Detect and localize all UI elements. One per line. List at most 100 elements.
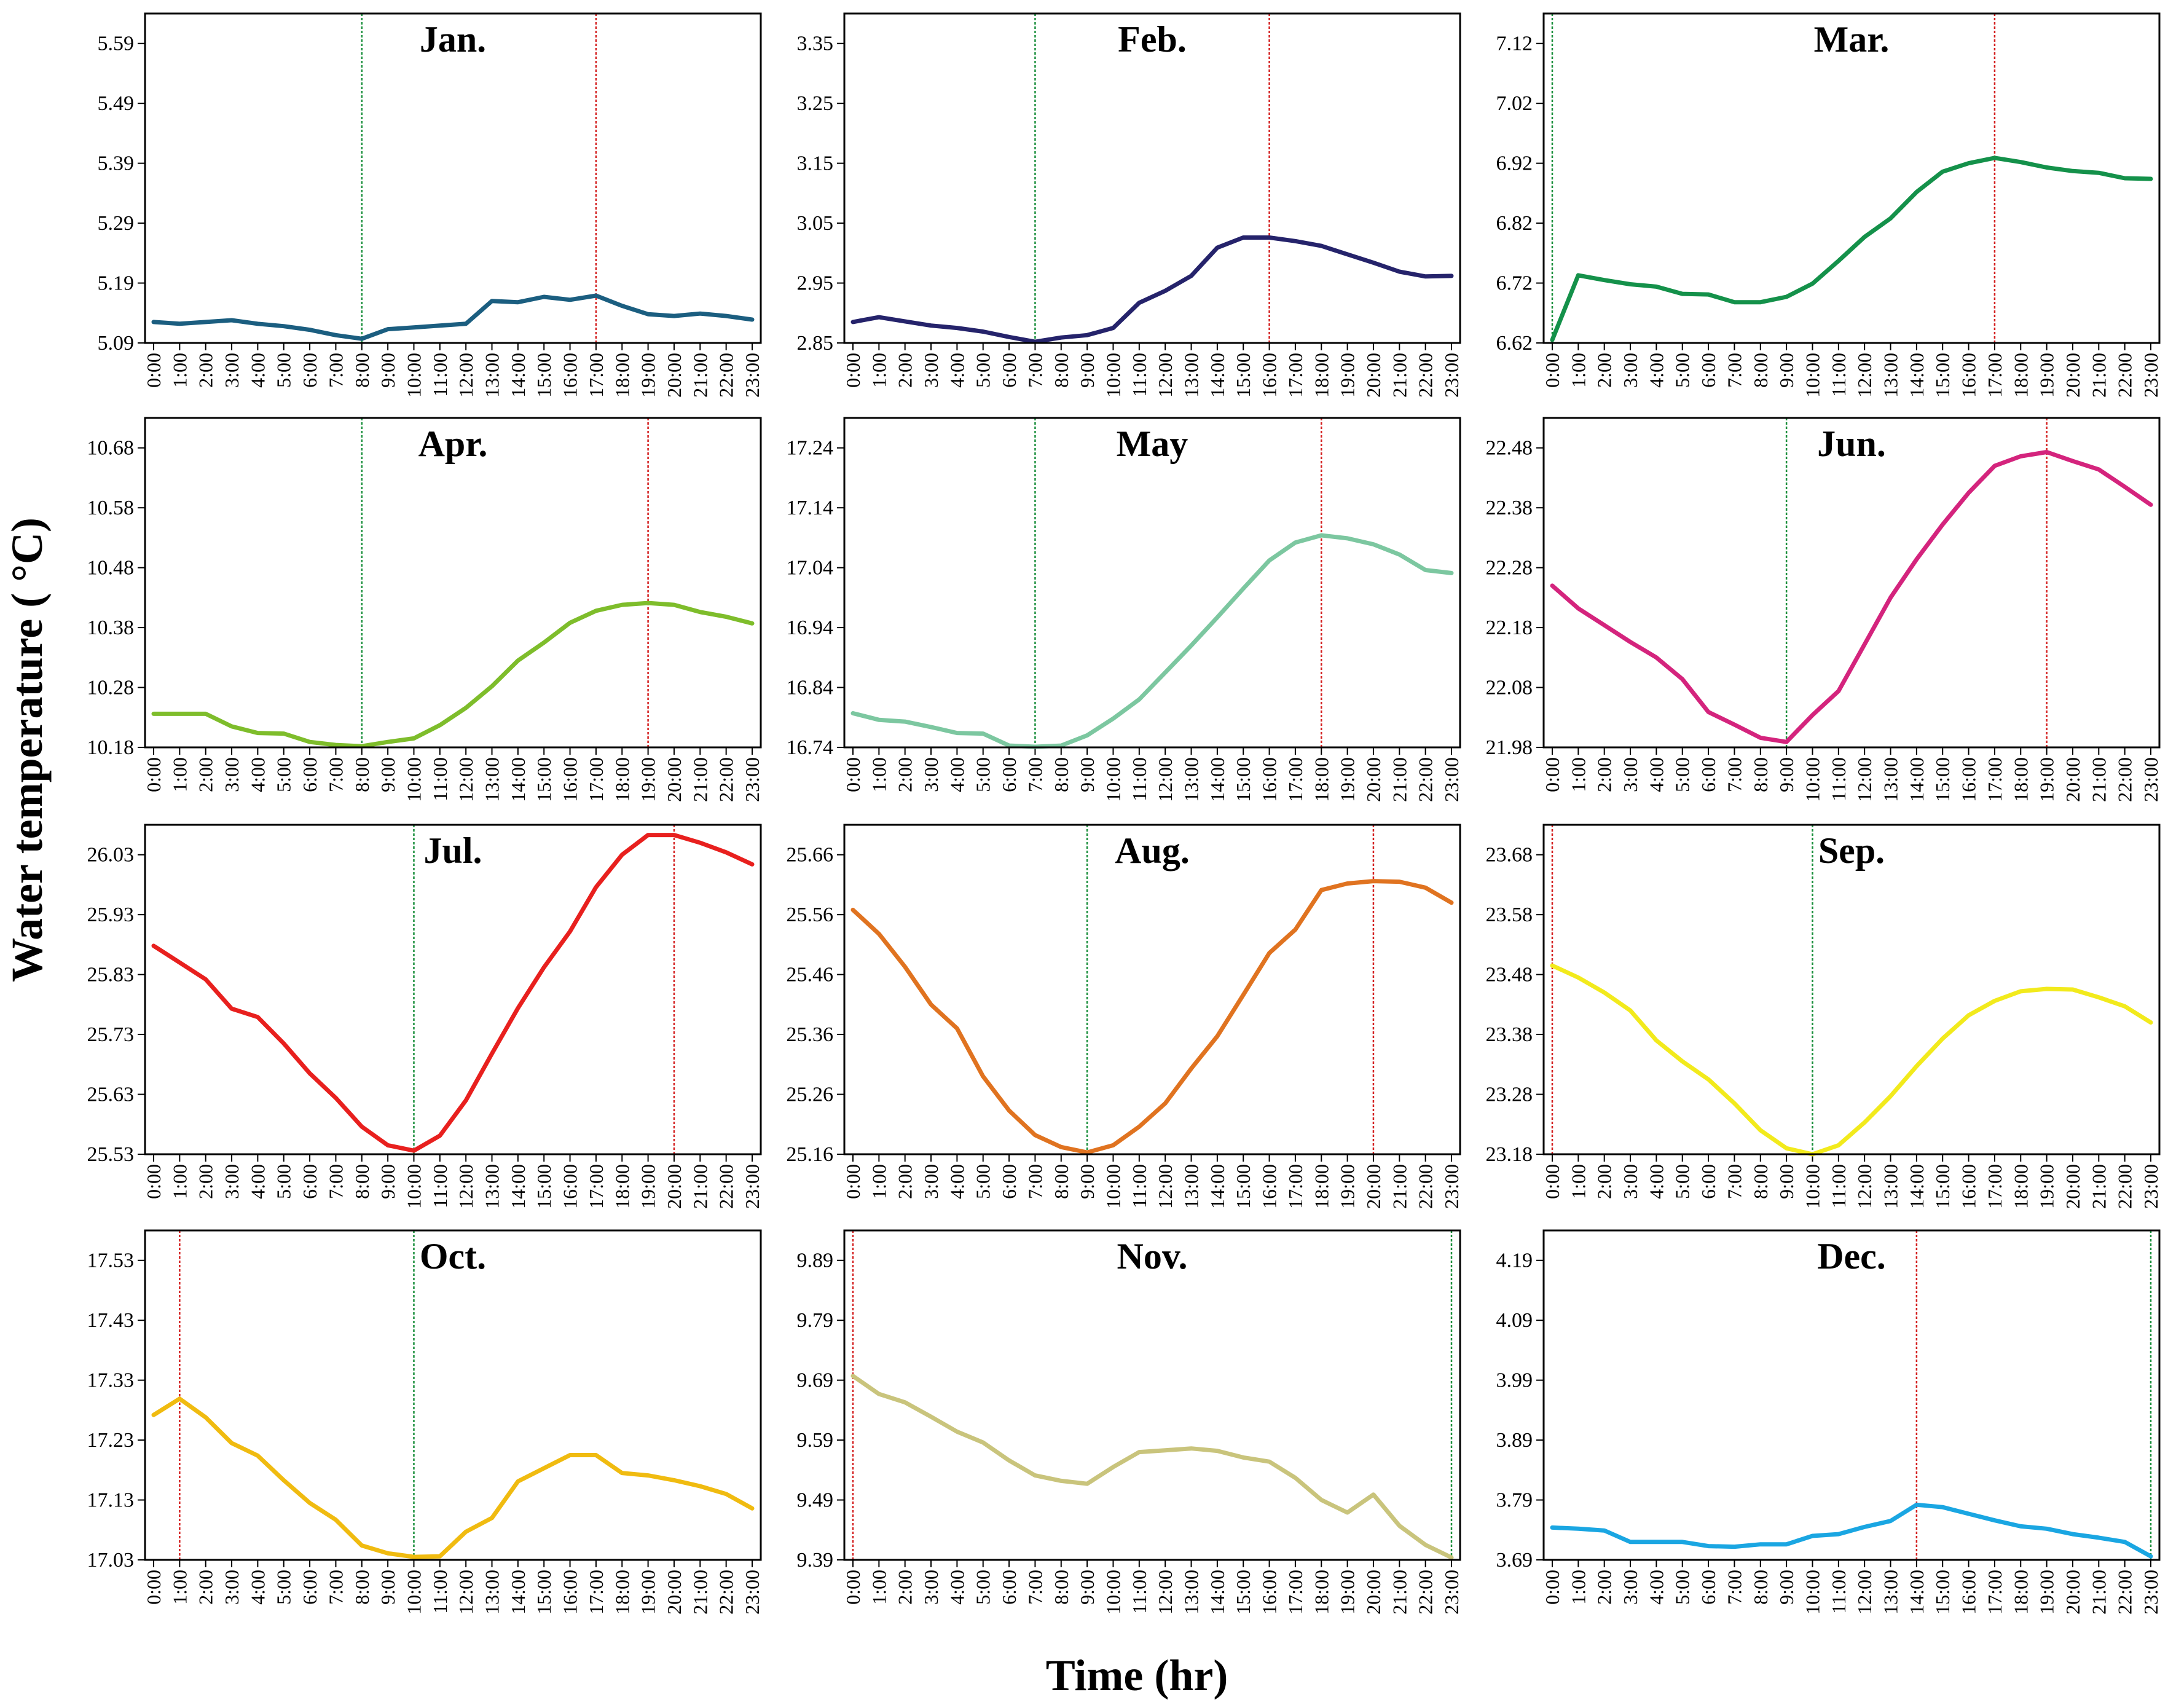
x-tick-label: 13:00 bbox=[1880, 757, 1902, 802]
x-tick-label: 17:00 bbox=[1284, 1570, 1306, 1615]
data-point bbox=[929, 1415, 933, 1419]
data-point bbox=[1707, 710, 1710, 714]
x-tick-label: 12:00 bbox=[455, 1164, 477, 1209]
x-tick-label: 2:00 bbox=[894, 353, 916, 388]
x-tick-label: 8:00 bbox=[1050, 353, 1072, 388]
x-tick-label: 22:00 bbox=[1415, 757, 1437, 802]
x-tick-label: 23:00 bbox=[2140, 757, 2162, 802]
series-line bbox=[151, 600, 755, 749]
data-point bbox=[620, 603, 624, 607]
y-tick-label: 22.28 bbox=[1486, 557, 1533, 580]
x-tick-label: 0:00 bbox=[1541, 353, 1563, 388]
x-tick-label: 3:00 bbox=[1619, 757, 1641, 792]
x-tick-label: 10:00 bbox=[1102, 757, 1124, 802]
y-tick-label: 5.39 bbox=[98, 152, 135, 175]
data-point bbox=[2071, 169, 2075, 173]
data-point bbox=[1759, 736, 1762, 739]
data-point bbox=[152, 320, 155, 324]
data-point bbox=[1059, 336, 1063, 339]
series-line bbox=[151, 293, 755, 341]
x-tick-label: 19:00 bbox=[637, 353, 659, 398]
data-point bbox=[1241, 235, 1245, 239]
data-point bbox=[360, 1125, 364, 1128]
data-point bbox=[2123, 1540, 2127, 1544]
series-line bbox=[151, 1396, 755, 1559]
x-tick-label: 21:00 bbox=[2087, 353, 2110, 398]
x-tick-label: 4:00 bbox=[246, 1164, 269, 1199]
x-tick-label: 20:00 bbox=[2062, 757, 2084, 802]
y-tick-label: 21.98 bbox=[1486, 736, 1533, 759]
data-point bbox=[308, 1501, 312, 1505]
data-point bbox=[1785, 1543, 1788, 1546]
x-tick-label: 2:00 bbox=[195, 1164, 217, 1199]
data-point bbox=[308, 1071, 312, 1075]
x-tick-label: 9:00 bbox=[1775, 353, 1797, 388]
data-point bbox=[1346, 882, 1349, 886]
data-point bbox=[178, 712, 181, 715]
data-point bbox=[851, 908, 855, 911]
x-tick-label: 22:00 bbox=[1415, 1570, 1437, 1615]
data-point bbox=[2123, 176, 2127, 180]
data-point bbox=[2149, 177, 2153, 181]
x-tick-label: 15:00 bbox=[533, 1164, 555, 1209]
x-tick-label: 19:00 bbox=[1337, 1164, 1359, 1209]
x-tick-label: 7:00 bbox=[324, 353, 347, 388]
x-tick-label: 5:00 bbox=[273, 757, 295, 792]
x-tick-label: 15:00 bbox=[1931, 1164, 1954, 1209]
x-tick-label: 8:00 bbox=[1050, 1570, 1072, 1605]
data-point bbox=[2123, 1004, 2127, 1008]
data-point bbox=[1450, 1556, 1453, 1559]
data-point bbox=[568, 621, 572, 624]
y-tick-label: 7.12 bbox=[1496, 33, 1533, 55]
data-point bbox=[1163, 671, 1167, 674]
data-point bbox=[490, 685, 494, 688]
y-tick-label: 23.28 bbox=[1486, 1084, 1533, 1106]
data-point bbox=[152, 1413, 155, 1417]
y-tick-label: 17.43 bbox=[87, 1309, 135, 1332]
x-tick-label: 12:00 bbox=[455, 757, 477, 802]
x-tick-label: 17:00 bbox=[1984, 1570, 2006, 1615]
y-tick-label: 10.58 bbox=[87, 497, 135, 519]
x-tick-label: 19:00 bbox=[637, 1570, 659, 1615]
x-tick-label: 16:00 bbox=[1259, 1570, 1281, 1615]
data-point bbox=[903, 1401, 907, 1404]
x-tick-label: 16:00 bbox=[1259, 353, 1281, 398]
x-tick-label: 7:00 bbox=[1723, 1570, 1745, 1605]
data-point bbox=[516, 1479, 520, 1483]
x-tick-label: 4:00 bbox=[946, 353, 968, 388]
x-tick-label: 12:00 bbox=[1154, 1164, 1176, 1209]
x-tick-label: 22:00 bbox=[2114, 757, 2136, 802]
data-point bbox=[490, 1052, 494, 1055]
data-point bbox=[877, 718, 881, 722]
x-tick-label: 22:00 bbox=[715, 1570, 737, 1615]
panel-title: Aug. bbox=[1115, 830, 1190, 871]
y-tick-label: 5.59 bbox=[98, 33, 135, 55]
data-point bbox=[1111, 326, 1115, 330]
data-point bbox=[490, 299, 494, 303]
data-point bbox=[877, 315, 881, 319]
y-tick-label: 6.82 bbox=[1496, 212, 1533, 235]
x-tick-label: 20:00 bbox=[2062, 1164, 2084, 1209]
data-point bbox=[1654, 1540, 1658, 1544]
y-tick-label: 25.83 bbox=[87, 964, 135, 986]
panel-title: Sep. bbox=[1818, 830, 1885, 871]
data-point bbox=[698, 1484, 702, 1488]
x-tick-label: 11:00 bbox=[429, 1570, 451, 1614]
x-tick-label: 12:00 bbox=[1154, 353, 1176, 398]
data-point bbox=[412, 1149, 415, 1152]
y-tick-label: 23.18 bbox=[1486, 1143, 1533, 1166]
data-point bbox=[1837, 1143, 1840, 1147]
y-tick-label: 17.04 bbox=[787, 557, 834, 580]
y-tick-label: 23.48 bbox=[1486, 964, 1533, 986]
x-tick-label: 3:00 bbox=[221, 757, 243, 792]
y-tick-label: 10.68 bbox=[87, 437, 135, 460]
data-point bbox=[1346, 253, 1349, 256]
data-point bbox=[1993, 1519, 1997, 1522]
x-tick-label: 13:00 bbox=[1180, 353, 1203, 398]
data-point bbox=[2097, 171, 2100, 175]
data-point bbox=[851, 1374, 855, 1378]
data-point bbox=[2149, 1021, 2153, 1025]
data-point bbox=[1033, 1133, 1037, 1137]
x-tick-label: 1:00 bbox=[168, 757, 190, 792]
x-tick-label: 21:00 bbox=[2087, 757, 2110, 802]
